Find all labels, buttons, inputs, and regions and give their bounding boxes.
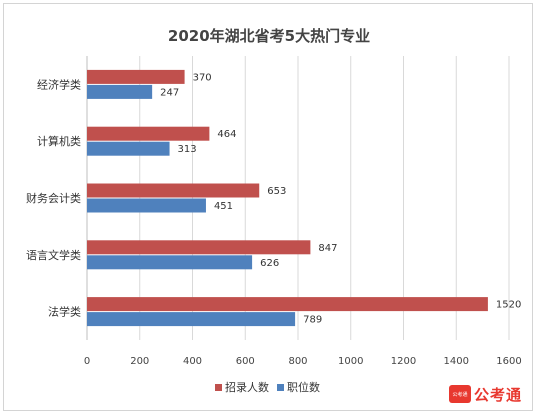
data-label: 313: [178, 144, 197, 155]
data-label: 1520: [496, 300, 521, 311]
x-tick-label: 1400: [444, 356, 469, 367]
chart-frame: 2020年湖北省考5大热门专业 0 200 400 600 800 1000 1200 140…: [3, 3, 533, 411]
category-label: 法学类: [48, 305, 81, 319]
bar-职位数: [87, 141, 170, 156]
category-label: 计算机类: [37, 134, 81, 148]
legend: 招录人数 职位数: [215, 380, 320, 394]
bars: [87, 69, 488, 327]
logo-badge: 公考通: [448, 385, 471, 403]
chart-title: 2020年湖北省考5大热门专业: [168, 27, 370, 45]
x-tick-label: 400: [183, 356, 202, 367]
data-label: 653: [267, 186, 286, 197]
x-tick-label: 1600: [496, 356, 521, 367]
legend-swatch: [277, 384, 284, 391]
data-label: 451: [214, 201, 233, 212]
legend-swatch: [215, 384, 222, 391]
logo: 公考通 公考通: [448, 383, 522, 405]
category-label: 财务会计类: [26, 191, 81, 205]
data-label: 247: [160, 87, 179, 98]
labels: 0 200 400 600 800 1000 1200 1400 1600 经济学类 370 247 计…: [26, 72, 522, 367]
x-tick-label: 600: [236, 356, 255, 367]
bar-职位数: [87, 312, 296, 327]
grid: [86, 56, 510, 340]
legend-label: 招录人数: [225, 380, 269, 394]
logo-text: 公考通: [473, 385, 522, 404]
bar-职位数: [87, 84, 153, 99]
data-label: 789: [303, 315, 322, 326]
data-label: 847: [318, 243, 337, 254]
x-tick-label: 200: [130, 356, 149, 367]
bar-招录人数: [87, 126, 210, 141]
x-tick-label: 1200: [391, 356, 416, 367]
category-label: 经济学类: [37, 77, 81, 91]
x-tick-label: 800: [288, 356, 307, 367]
bar-职位数: [87, 255, 253, 270]
bar-招录人数: [87, 69, 185, 84]
legend-label: 职位数: [287, 380, 320, 394]
bar-职位数: [87, 198, 206, 213]
data-label: 370: [193, 72, 212, 83]
bar-招录人数: [87, 240, 311, 255]
data-label: 464: [217, 129, 236, 140]
category-label: 语言文学类: [26, 248, 81, 262]
bar-chart: 2020年湖北省考5大热门专业 0 200 400 600 800 1000 1200 140…: [26, 27, 522, 394]
x-tick-label: 0: [84, 356, 90, 367]
x-tick-label: 1000: [338, 356, 363, 367]
bar-招录人数: [87, 183, 260, 198]
bar-招录人数: [87, 297, 488, 312]
data-label: 626: [260, 258, 279, 269]
